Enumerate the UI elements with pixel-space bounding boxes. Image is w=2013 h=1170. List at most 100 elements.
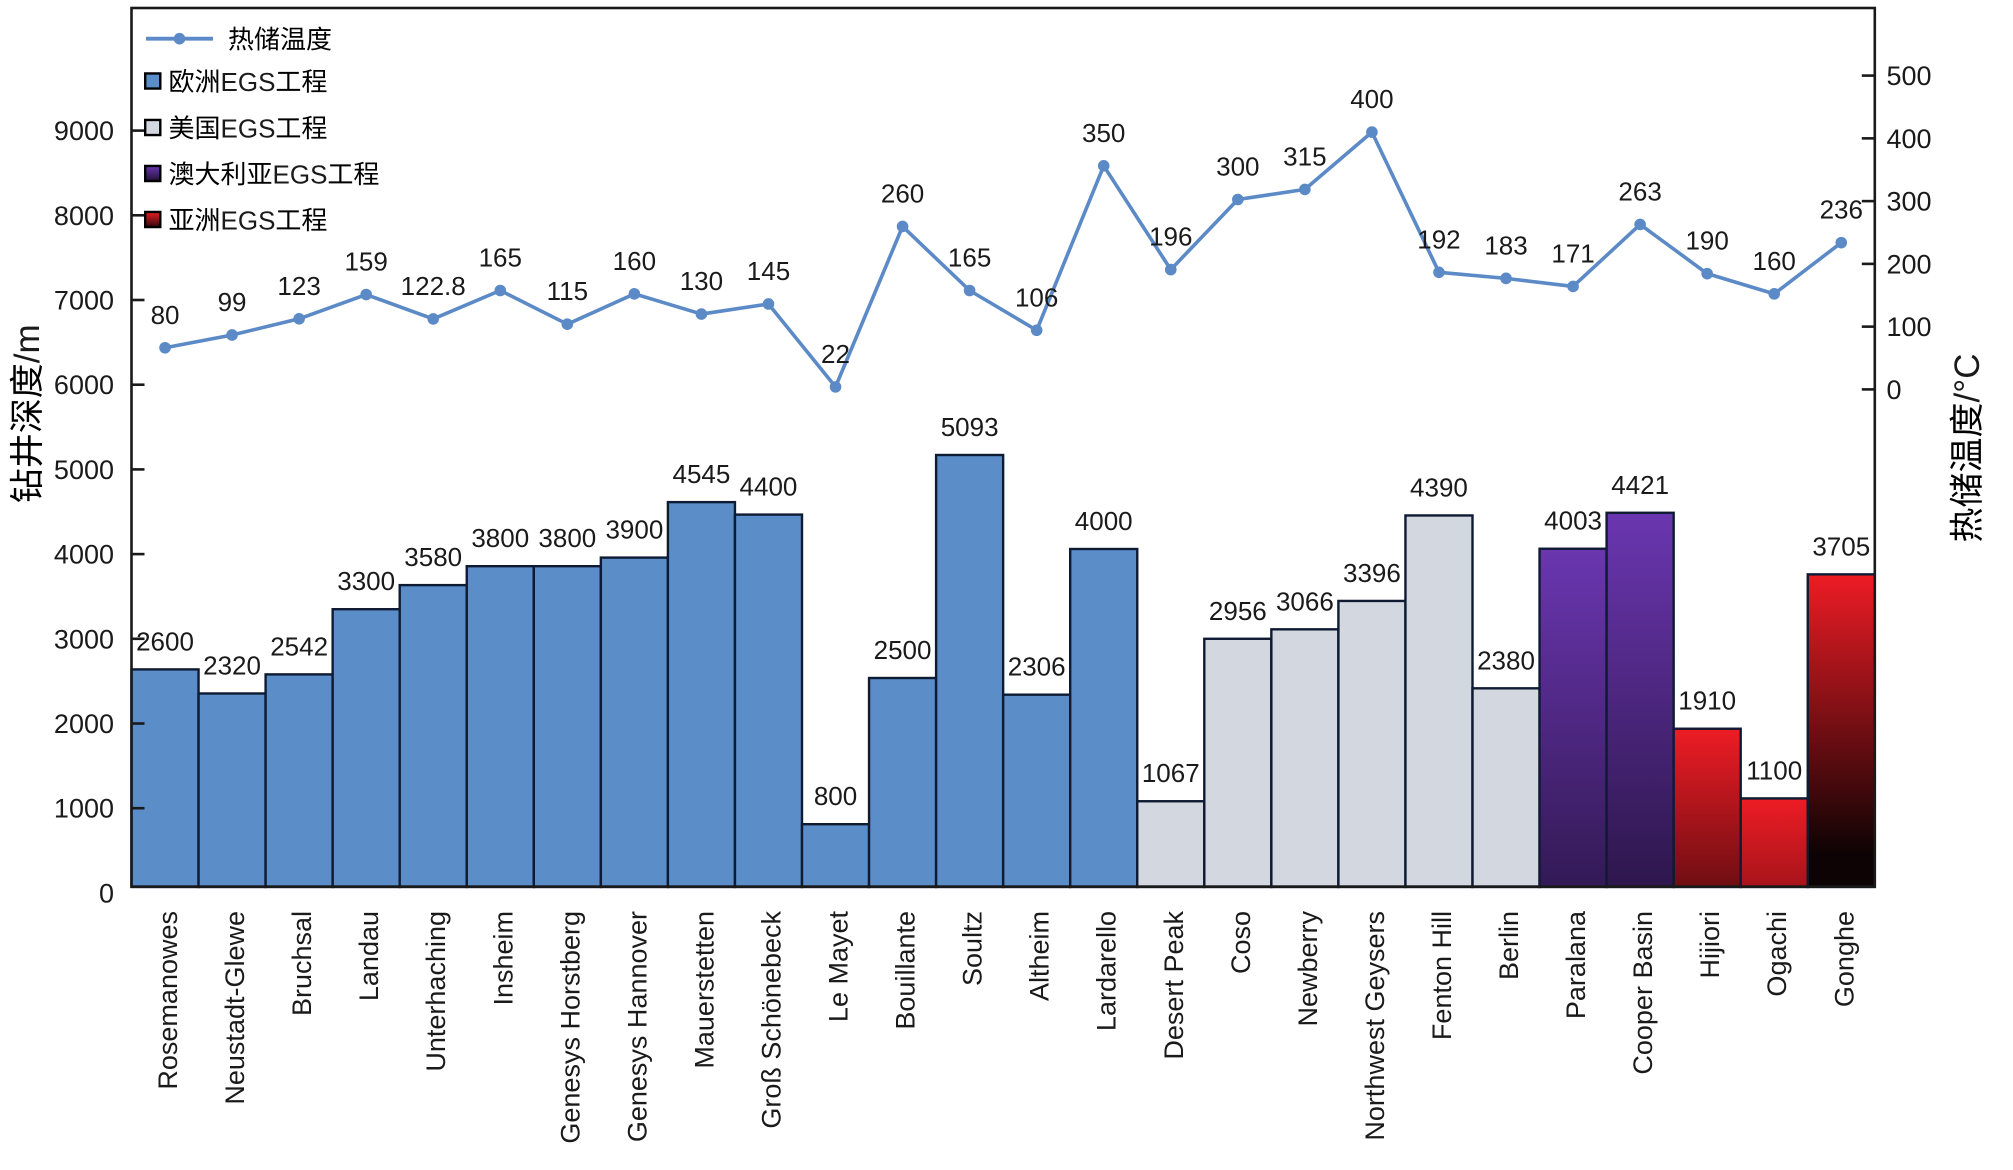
svg-text:5093: 5093 [941, 412, 999, 442]
svg-text:Northwest Geysers: Northwest Geysers [1360, 911, 1390, 1141]
svg-text:EGS: EGS [221, 67, 276, 97]
svg-text:145: 145 [747, 256, 790, 286]
svg-text:171: 171 [1551, 238, 1594, 268]
svg-text:4421: 4421 [1611, 470, 1669, 500]
svg-text:1000: 1000 [54, 794, 114, 824]
svg-text:EGS: EGS [221, 113, 276, 143]
svg-text:3300: 3300 [337, 566, 395, 596]
svg-text:99: 99 [218, 287, 247, 317]
svg-text:2306: 2306 [1008, 652, 1066, 682]
svg-text:2542: 2542 [270, 631, 328, 661]
svg-text:2000: 2000 [54, 709, 114, 739]
svg-text:80: 80 [151, 300, 180, 330]
svg-text:160: 160 [613, 246, 656, 276]
svg-text:Berlin: Berlin [1494, 911, 1524, 980]
svg-text:Neustadt-Glewe: Neustadt-Glewe [220, 911, 250, 1105]
svg-text:1910: 1910 [1678, 686, 1736, 716]
svg-text:7000: 7000 [54, 286, 114, 316]
svg-text:165: 165 [948, 242, 991, 272]
svg-text:350: 350 [1082, 118, 1125, 148]
svg-text:Gonghe: Gonghe [1829, 911, 1859, 1007]
svg-text:115: 115 [547, 276, 588, 306]
svg-text:106: 106 [1015, 282, 1058, 312]
svg-text:315: 315 [1283, 141, 1326, 171]
svg-text:3800: 3800 [471, 523, 529, 553]
svg-text:500: 500 [1887, 61, 1932, 91]
svg-text:2380: 2380 [1477, 645, 1535, 675]
svg-text:5000: 5000 [54, 455, 114, 485]
svg-text:3066: 3066 [1276, 586, 1334, 616]
svg-text:Bruchsal: Bruchsal [287, 911, 317, 1016]
svg-text:3000: 3000 [54, 624, 114, 654]
svg-text:190: 190 [1685, 226, 1728, 256]
svg-text:Insheim: Insheim [488, 911, 518, 1006]
svg-text:236: 236 [1820, 195, 1863, 225]
svg-text:2956: 2956 [1209, 596, 1267, 626]
svg-text:263: 263 [1618, 176, 1661, 206]
svg-text:3580: 3580 [404, 542, 462, 572]
svg-text:159: 159 [344, 247, 387, 277]
svg-text:Fenton Hill: Fenton Hill [1427, 911, 1457, 1040]
svg-text:Altheim: Altheim [1025, 911, 1055, 1001]
svg-text:2320: 2320 [203, 650, 261, 680]
svg-text:123: 123 [277, 271, 320, 301]
svg-text:200: 200 [1887, 249, 1932, 279]
svg-text:4000: 4000 [54, 540, 114, 570]
svg-text:400: 400 [1887, 124, 1932, 154]
svg-text:4000: 4000 [1075, 506, 1133, 536]
svg-text:100: 100 [1887, 312, 1932, 342]
svg-text:3396: 3396 [1343, 558, 1401, 588]
svg-text:/m: /m [8, 324, 47, 363]
svg-text:Unterhaching: Unterhaching [421, 911, 451, 1072]
svg-text:300: 300 [1216, 152, 1259, 182]
svg-text:Soultz: Soultz [958, 911, 988, 986]
svg-text:4400: 4400 [740, 472, 798, 502]
svg-text:Ogachi: Ogachi [1762, 911, 1792, 997]
svg-text:Paralana: Paralana [1561, 910, 1591, 1019]
svg-text:Le Mayet: Le Mayet [824, 911, 854, 1023]
svg-text:8000: 8000 [54, 201, 114, 231]
svg-text:1067: 1067 [1142, 758, 1200, 788]
svg-text:Rosemanowes: Rosemanowes [153, 911, 183, 1090]
svg-text:300: 300 [1887, 187, 1932, 217]
svg-text:4003: 4003 [1544, 506, 1602, 536]
svg-text:Genesys Horstberg: Genesys Horstberg [555, 911, 585, 1144]
svg-text:0: 0 [1887, 375, 1902, 405]
svg-text:2600: 2600 [136, 626, 194, 656]
svg-text:192: 192 [1417, 224, 1460, 254]
svg-text:183: 183 [1484, 230, 1527, 260]
svg-text:260: 260 [881, 178, 924, 208]
svg-text:2500: 2500 [874, 635, 932, 665]
svg-text:22: 22 [821, 339, 850, 369]
svg-text:122.8: 122.8 [401, 271, 466, 301]
svg-text:Groß Schönebeck: Groß Schönebeck [756, 911, 786, 1129]
svg-text:160: 160 [1753, 246, 1796, 276]
svg-text:Landau: Landau [354, 911, 384, 1001]
svg-text:/°C: /°C [1948, 354, 1987, 403]
svg-text:Newberry: Newberry [1293, 911, 1323, 1027]
svg-text:EGS: EGS [273, 159, 328, 189]
svg-text:4390: 4390 [1410, 472, 1468, 502]
svg-text:Bouillante: Bouillante [891, 911, 921, 1030]
svg-text:800: 800 [814, 781, 857, 811]
svg-text:130: 130 [680, 266, 723, 296]
svg-text:0: 0 [99, 878, 114, 908]
svg-text:3800: 3800 [538, 523, 596, 553]
svg-text:Desert Peak: Desert Peak [1159, 911, 1189, 1060]
svg-text:Genesys Hannover: Genesys Hannover [622, 911, 652, 1142]
svg-text:3705: 3705 [1812, 531, 1870, 561]
svg-text:Mauerstetten: Mauerstetten [689, 911, 719, 1069]
svg-text:3900: 3900 [605, 515, 663, 545]
svg-text:400: 400 [1350, 84, 1393, 114]
svg-text:1100: 1100 [1746, 755, 1802, 785]
svg-text:165: 165 [479, 242, 522, 272]
svg-text:Lardarello: Lardarello [1092, 911, 1122, 1031]
svg-text:196: 196 [1149, 222, 1192, 252]
svg-text:Hijiori: Hijiori [1695, 911, 1725, 979]
svg-text:EGS: EGS [221, 205, 276, 235]
svg-text:4545: 4545 [672, 459, 730, 489]
svg-text:6000: 6000 [54, 370, 114, 400]
svg-text:9000: 9000 [54, 116, 114, 146]
svg-text:Cooper Basin: Cooper Basin [1628, 911, 1658, 1075]
svg-text:Coso: Coso [1226, 911, 1256, 974]
